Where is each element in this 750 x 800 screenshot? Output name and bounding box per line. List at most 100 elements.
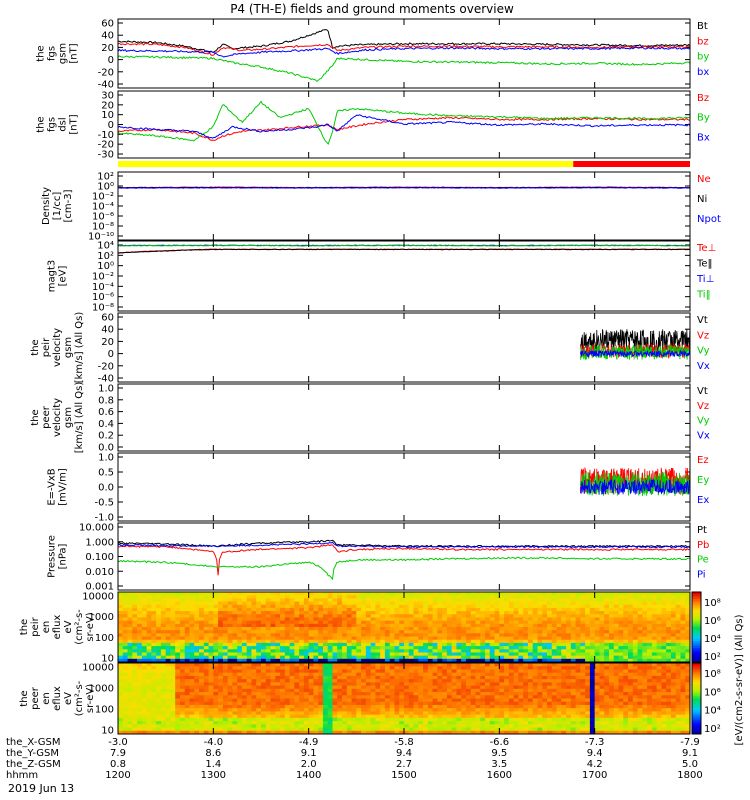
heat-cell <box>299 658 305 663</box>
heat-cell <box>127 721 133 725</box>
heat-cell <box>489 636 495 641</box>
ylabel-line: [nPa] <box>58 543 69 569</box>
heat-cell <box>170 601 176 606</box>
heat-cell <box>413 714 419 719</box>
heat-cell <box>284 717 290 722</box>
panel-peer_velocity: thepeervelocitygsm[km/s] (All Qs) 1.00.80… <box>30 382 710 454</box>
heat-cell <box>246 607 252 612</box>
heat-cell <box>151 711 157 716</box>
heat-cell <box>184 633 190 637</box>
heat-cell <box>642 633 648 637</box>
heat-cell <box>318 714 324 719</box>
heat-cell <box>175 630 181 634</box>
heat-cell <box>194 633 200 637</box>
heat-cell <box>265 642 271 647</box>
heat-cell <box>480 655 486 660</box>
heat-cell <box>294 607 300 612</box>
heat-cell <box>451 682 457 686</box>
heat-cell <box>351 639 357 644</box>
heat-cell <box>199 698 205 703</box>
heat-cell <box>518 714 524 719</box>
heat-cell <box>151 721 157 725</box>
heat-cell <box>413 598 419 602</box>
heat-cell <box>608 642 615 647</box>
heat-cell <box>427 727 433 732</box>
heat-cell <box>370 636 376 641</box>
heat-cell <box>628 646 634 650</box>
heat-cell <box>370 649 376 653</box>
heat-cell <box>313 682 319 686</box>
heat-cell <box>656 649 662 653</box>
heat-cell <box>156 649 162 653</box>
heat-cell <box>208 679 214 683</box>
heat-cell <box>280 646 286 650</box>
heat-cell <box>356 714 362 719</box>
heat-cell <box>118 614 124 618</box>
heat-cell <box>361 717 367 722</box>
heat-cell <box>489 604 495 609</box>
heat-cell <box>423 655 429 660</box>
heat-cell <box>213 714 219 719</box>
heat-cell <box>570 592 576 596</box>
heat-cell <box>151 646 157 650</box>
heat-cell <box>275 730 281 735</box>
heat-cell <box>351 642 357 647</box>
heat-cell <box>118 607 124 612</box>
heat-cell <box>594 620 600 625</box>
heat-cell <box>542 658 548 663</box>
heat-cell <box>256 682 262 686</box>
heat-cell <box>361 711 367 716</box>
heat-cell <box>184 669 190 674</box>
heat-cell <box>303 611 310 615</box>
heat-cell <box>570 655 576 660</box>
heat-cell <box>194 717 200 722</box>
heat-cell <box>222 614 229 618</box>
heat-cell <box>327 675 333 680</box>
heat-cell <box>132 721 138 725</box>
heat-cell <box>127 730 133 735</box>
heat-cell <box>384 646 391 650</box>
heat-cell <box>170 688 176 693</box>
heat-cell <box>685 623 691 628</box>
heat-cell <box>165 669 171 674</box>
heat-cell <box>189 658 195 663</box>
heat-cell <box>437 633 443 637</box>
heat-cell <box>451 679 457 683</box>
heat-cell <box>594 617 600 622</box>
heat-cell <box>618 630 624 634</box>
heat-cell <box>399 727 405 732</box>
heat-cell <box>237 717 243 722</box>
heat-cell <box>346 607 352 612</box>
heat-cell <box>294 682 300 686</box>
heat-cell <box>499 611 505 615</box>
heat-cell <box>261 711 267 716</box>
heat-cell <box>675 639 681 644</box>
heat-cell <box>160 727 167 732</box>
heat-cell <box>647 639 653 644</box>
heat-cell <box>523 639 529 644</box>
heat-cell <box>218 688 224 693</box>
heat-cell <box>222 666 229 670</box>
heat-cell <box>351 595 357 599</box>
heat-cell <box>175 695 181 699</box>
heat-cell <box>647 604 653 609</box>
heat-cell <box>165 724 171 728</box>
heat-cell <box>308 692 314 696</box>
heat-cell <box>232 658 238 663</box>
heat-cell <box>475 646 481 650</box>
heat-cell <box>251 649 257 653</box>
heat-cell <box>475 704 481 709</box>
heat-cell <box>165 692 171 696</box>
heat-cell <box>270 672 276 677</box>
heat-cell <box>151 633 157 637</box>
heat-cell <box>365 642 372 647</box>
heat-cell <box>122 685 128 690</box>
heat-cell <box>599 655 605 660</box>
heat-cell <box>337 623 343 628</box>
heat-cell <box>251 721 257 725</box>
heat-cell <box>499 652 505 657</box>
heat-cell <box>361 675 367 680</box>
heat-cell <box>589 595 596 599</box>
heat-cell <box>618 601 624 606</box>
heat-cell <box>227 592 233 596</box>
